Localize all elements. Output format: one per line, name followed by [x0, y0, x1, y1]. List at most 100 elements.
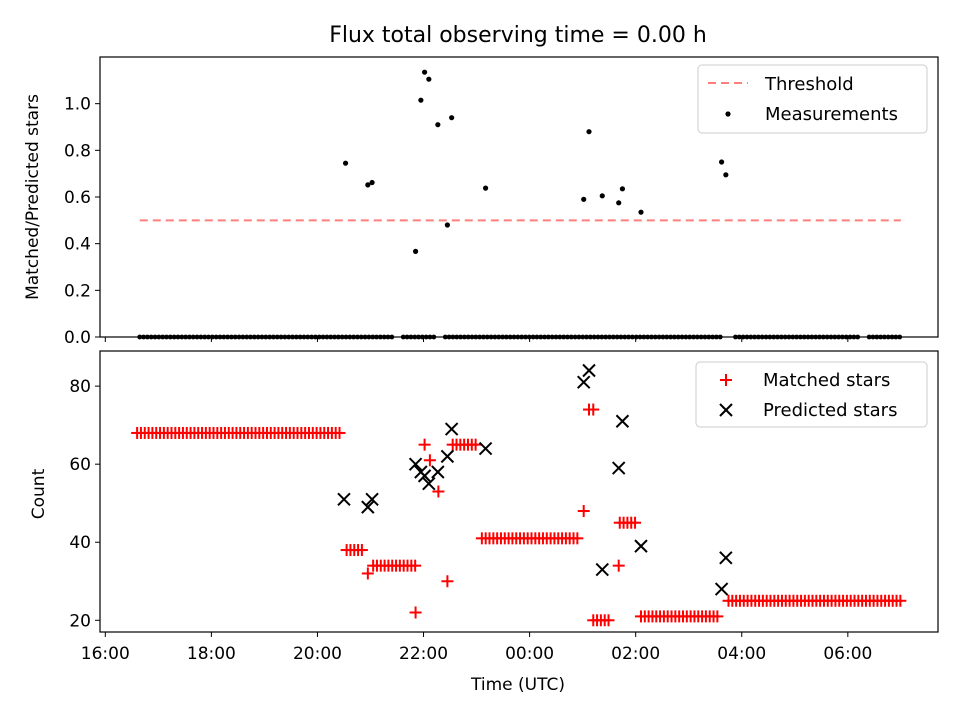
predicted-marker-b — [422, 476, 436, 491]
x-tick-label: 20:00 — [293, 644, 342, 664]
matched-star-marker — [409, 606, 422, 619]
predicted-star-marker — [337, 492, 351, 507]
predicted-marker-b — [440, 449, 455, 464]
measurement-point — [581, 196, 587, 202]
bottom-legend: Matched stars Predicted stars — [695, 361, 928, 428]
bottom-y-tick-label: 20 — [69, 611, 91, 631]
measurement-point — [482, 185, 489, 191]
bottom-x-ticks: 16:00 18:00 20:00 22:00 00:00 02:00 04:00 06:00 — [81, 632, 872, 664]
x-tick-label: 02:00 — [611, 644, 660, 664]
predicted-star-marker — [634, 539, 648, 553]
predicted-marker-b — [719, 551, 733, 565]
predicted-star-marker — [478, 441, 493, 456]
bottom-axes-frame — [99, 350, 939, 633]
top-y-tick-label: 0.8 — [64, 141, 91, 161]
bottom-y-axis-label: Count — [29, 468, 49, 519]
predicted-marker-b — [337, 492, 351, 507]
matched-star-marker — [409, 559, 422, 572]
matched-star-marker — [602, 614, 615, 627]
matched-star-marker — [629, 516, 642, 529]
matched-star-marker — [361, 567, 374, 580]
bottom-panel: 20 40 60 80 16:00 18:00 20:00 22:00 00:00 02:00 0… — [29, 350, 939, 695]
x-tick-label: 22:00 — [399, 644, 448, 664]
measurement-point — [616, 200, 622, 206]
predicted-star-marker — [431, 465, 445, 479]
measurement-point — [418, 97, 424, 103]
predicted-marker-b — [582, 363, 596, 378]
predicted-star-marker — [582, 363, 596, 378]
x-tick-label: 18:00 — [187, 644, 236, 664]
predicted-marker-b — [361, 500, 375, 514]
predicted-marker-b — [615, 414, 630, 428]
x-tick-label: 16:00 — [81, 644, 130, 664]
x-tick-label: 06:00 — [823, 644, 872, 664]
matched-star-marker — [894, 594, 907, 607]
top-y-tick-label: 0.2 — [64, 281, 91, 301]
x-tick-label: 00:00 — [505, 644, 554, 664]
top-legend: Threshold Measurements — [697, 64, 928, 134]
predicted-legend-marker — [719, 403, 733, 417]
top-panel: 0.0 0.2 0.4 0.6 0.8 1.0 Matched/Predicted sta… — [23, 56, 939, 348]
predicted-marker-b — [431, 465, 445, 479]
predicted-star-marker — [417, 469, 432, 483]
predicted-marker-b — [444, 422, 459, 436]
matched-star-marker — [587, 403, 600, 416]
predicted-marker-b — [714, 582, 729, 596]
measurement-point — [421, 69, 428, 75]
threshold-legend-label: Threshold — [764, 74, 854, 95]
matched-star-marker — [423, 454, 436, 467]
predicted-marker-b — [417, 469, 432, 483]
predicted-marker-b — [408, 457, 423, 471]
predicted-marker-b — [612, 461, 626, 475]
measurement-point — [365, 182, 371, 188]
measurement-point — [449, 115, 455, 121]
predicted-marker-b — [478, 441, 493, 456]
measurement-point — [723, 172, 729, 178]
measurement-point — [719, 159, 725, 165]
top-legend-box — [697, 64, 928, 134]
predicted-star-marker — [361, 500, 375, 514]
measurements-legend-label: Measurements — [765, 104, 898, 125]
top-x-ticks — [104, 337, 849, 342]
predicted-star-marker — [719, 551, 733, 565]
measurement-point — [619, 186, 626, 192]
predicted-marker-b — [365, 492, 379, 507]
measurement-point — [599, 193, 605, 199]
predicted-star-marker — [365, 492, 379, 507]
bottom-plot — [131, 363, 907, 627]
measurement-point — [435, 122, 441, 128]
top-y-tick-label: 0.4 — [64, 235, 91, 255]
matched-star-marker — [333, 426, 346, 439]
measurement-point — [426, 76, 432, 82]
bottom-y-tick-label: 80 — [69, 377, 91, 397]
predicted-star-marker — [422, 476, 436, 491]
predicted-star-marker — [576, 375, 591, 389]
predicted-star-marker — [595, 562, 609, 577]
top-y-axis-label: Matched/Predicted stars — [23, 94, 43, 300]
measurement-point — [369, 179, 375, 186]
predicted-star-marker — [615, 414, 630, 428]
matched-star-marker — [418, 438, 431, 451]
predicted-marker-b — [576, 375, 591, 389]
bottom-y-tick-label: 40 — [69, 533, 91, 553]
measurement-point — [412, 248, 419, 254]
matched-star-marker — [571, 532, 584, 545]
measurement-point — [638, 209, 644, 215]
bottom-legend-box — [695, 361, 928, 428]
matched-star-marker — [577, 505, 590, 518]
predicted-marker-b — [595, 562, 609, 577]
predicted-star-marker — [408, 457, 423, 471]
matched-star-marker — [469, 438, 482, 451]
predicted-star-marker — [612, 461, 626, 475]
top-y-tick-label: 1.0 — [64, 95, 91, 115]
predicted-legend-label: Predicted stars — [763, 400, 897, 421]
matched-star-marker — [612, 559, 625, 572]
measurement-point — [444, 222, 450, 228]
matched-legend-marker — [720, 374, 732, 386]
predicted-star-marker — [714, 582, 729, 596]
matched-star-marker — [432, 485, 445, 498]
predicted-star-marker — [440, 449, 455, 464]
top-y-tick-label: 0.6 — [64, 188, 91, 208]
measurement-point — [586, 129, 592, 135]
